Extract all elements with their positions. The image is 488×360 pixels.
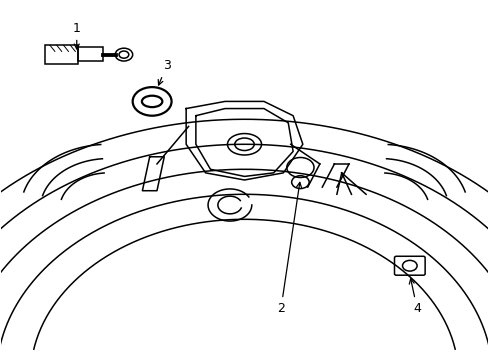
Text: 1: 1 — [73, 22, 81, 49]
Text: 3: 3 — [158, 59, 170, 85]
Text: 4: 4 — [408, 279, 420, 315]
Text: 2: 2 — [277, 183, 301, 315]
